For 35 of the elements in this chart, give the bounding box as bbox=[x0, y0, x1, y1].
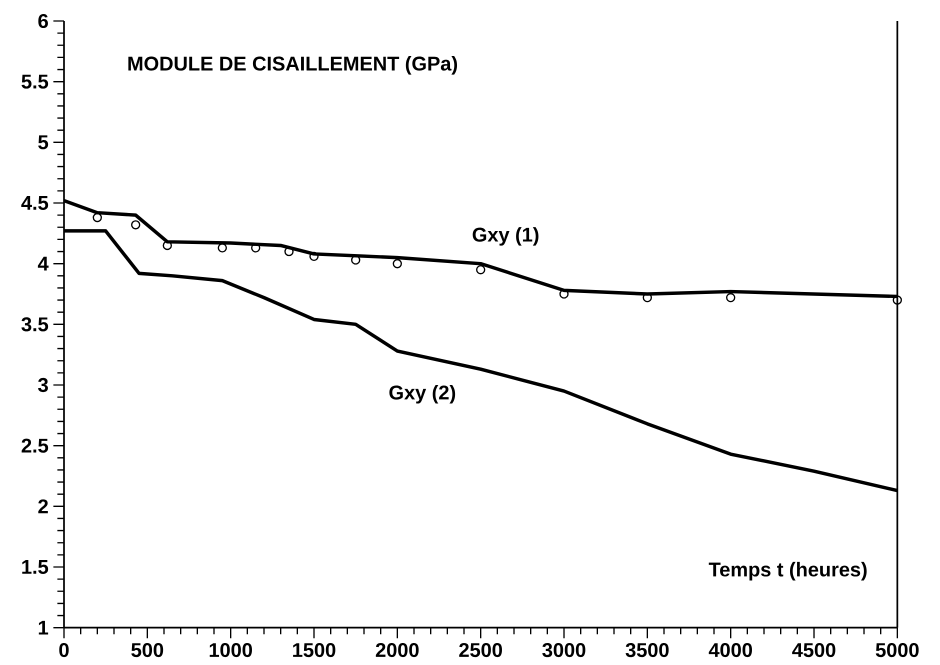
y-tick-label: 4.5 bbox=[21, 196, 48, 210]
point bbox=[131, 220, 140, 230]
x-tick-label: 4500 bbox=[792, 642, 836, 658]
y-tick-label: 3.5 bbox=[21, 317, 48, 332]
point bbox=[392, 259, 402, 268]
y-tick-label: 1.5 bbox=[22, 560, 48, 574]
series-label: Gxy (2) bbox=[389, 384, 456, 404]
point bbox=[162, 240, 172, 250]
x-tick-label: 4000 bbox=[708, 642, 752, 658]
y-tick-label: 2 bbox=[38, 499, 48, 514]
y-tick-label: 4 bbox=[38, 256, 49, 271]
y-tick-label: 2.5 bbox=[22, 438, 48, 453]
x-tick-label: 3000 bbox=[542, 642, 586, 658]
x-tick-label: 5000 bbox=[876, 642, 919, 658]
x-tick-label: 1000 bbox=[210, 642, 252, 658]
series-label: Gxy (1) bbox=[472, 227, 538, 246]
y-tick-label: 6 bbox=[38, 14, 48, 28]
point bbox=[92, 212, 102, 222]
y-tick-label: 5.5 bbox=[22, 74, 48, 89]
point bbox=[476, 265, 486, 274]
x-axis-title: Temps t (heures) bbox=[708, 562, 867, 580]
x-tick-label: 0 bbox=[59, 642, 69, 658]
y-tick-label: 5 bbox=[38, 135, 48, 150]
x-tick-label: 2500 bbox=[459, 642, 502, 658]
y-tick-label: 3 bbox=[38, 378, 48, 392]
point bbox=[892, 295, 902, 305]
x-tick-label: 2000 bbox=[376, 642, 419, 658]
point bbox=[726, 292, 736, 302]
x-tick-label: 3500 bbox=[626, 642, 669, 658]
point bbox=[218, 243, 227, 253]
x-tick-label: 1500 bbox=[293, 642, 336, 658]
point bbox=[309, 252, 319, 262]
text: MODULE DE CISAILLEMENT (GPa) bbox=[128, 56, 458, 75]
y-tick-label: 1 bbox=[38, 620, 48, 635]
x-tick-label: 500 bbox=[131, 642, 164, 658]
